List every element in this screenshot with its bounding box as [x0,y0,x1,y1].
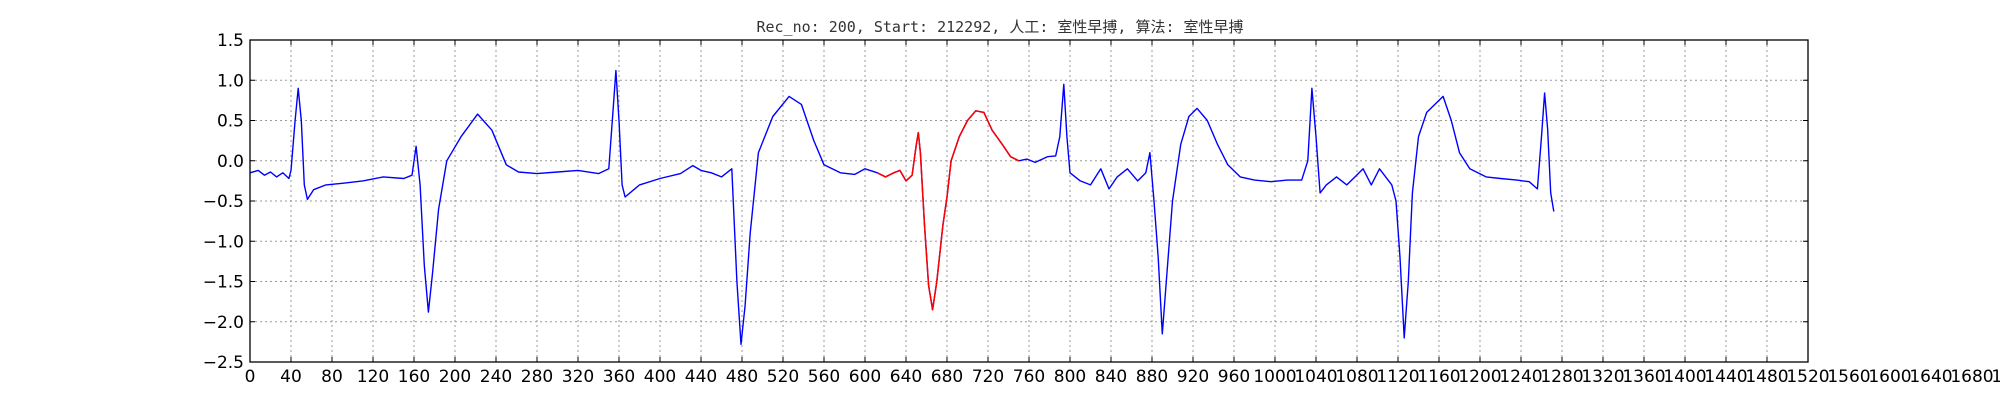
x-tick-label: 760 [1013,367,1045,387]
x-tick-label: 320 [562,367,594,387]
chart-title: Rec_no: 200, Start: 212292, 人工: 室性早搏, 算法… [756,18,1244,36]
x-tick-label: 480 [726,367,758,387]
y-tick-label: −1.5 [203,273,244,293]
y-tick-label: −2.5 [203,353,244,373]
x-tick-label: 400 [644,367,676,387]
x-tick-label: 1720 [1991,367,2000,387]
x-tick-label: 1040 [1294,367,1337,387]
x-tick-label: 1120 [1376,367,1419,387]
x-axis: 0 40 80 120 160 200 240 280 320 360 400 440 480 520 56… [245,40,2000,387]
x-tick-label: 920 [1177,367,1209,387]
x-tick-label: 200 [439,367,471,387]
x-tick-label: 1080 [1335,367,1378,387]
x-tick-label: 280 [521,367,553,387]
x-tick-label: 160 [398,367,430,387]
y-tick-label: 1.0 [217,71,244,91]
x-tick-label: 880 [1136,367,1168,387]
x-tick-label: 1680 [1950,367,1993,387]
x-tick-label: 840 [1095,367,1127,387]
x-tick-label: 680 [931,367,963,387]
x-tick-label: 800 [1054,367,1086,387]
ecg-trace [249,69,1555,345]
y-axis: 1.5 1.0 0.5 0.0 −0.5 −1.0 −1.5 −2.0 −2.5 [203,31,1808,373]
x-tick-label: 120 [357,367,389,387]
highlighted-beat-trace [876,110,1020,311]
x-tick-label: 80 [321,367,343,387]
x-tick-label: 1320 [1581,367,1624,387]
x-tick-label: 1520 [1786,367,1829,387]
x-tick-label: 1240 [1499,367,1542,387]
x-tick-label: 520 [767,367,799,387]
x-tick-label: 1280 [1540,367,1583,387]
y-tick-label: −1.0 [203,232,244,252]
y-tick-label: −2.0 [203,313,244,333]
x-tick-label: 360 [603,367,635,387]
x-tick-label: 1400 [1663,367,1706,387]
x-tick-label: 1600 [1868,367,1911,387]
x-tick-label: 600 [849,367,881,387]
x-tick-label: 240 [480,367,512,387]
y-tick-label: 0.5 [217,112,244,132]
x-tick-label: 1560 [1827,367,1870,387]
x-tick-label: 560 [808,367,840,387]
y-tick-label: −0.5 [203,192,244,212]
x-tick-label: 720 [972,367,1004,387]
x-tick-label: 40 [280,367,302,387]
x-tick-label: 1160 [1417,367,1460,387]
signal-series [249,69,1555,345]
x-tick-label: 1640 [1909,367,1952,387]
x-tick-label: 640 [890,367,922,387]
x-tick-label: 0 [245,367,256,387]
x-tick-label: 1440 [1704,367,1747,387]
x-tick-label: 960 [1218,367,1250,387]
y-tick-label: 0.0 [217,152,244,172]
x-tick-label: 1360 [1622,367,1665,387]
x-tick-label: 440 [685,367,717,387]
x-tick-label: 1000 [1253,367,1296,387]
grid-lines [250,40,1808,362]
x-tick-label: 1480 [1745,367,1788,387]
x-tick-label: 1200 [1458,367,1501,387]
y-tick-label: 1.5 [217,31,244,51]
